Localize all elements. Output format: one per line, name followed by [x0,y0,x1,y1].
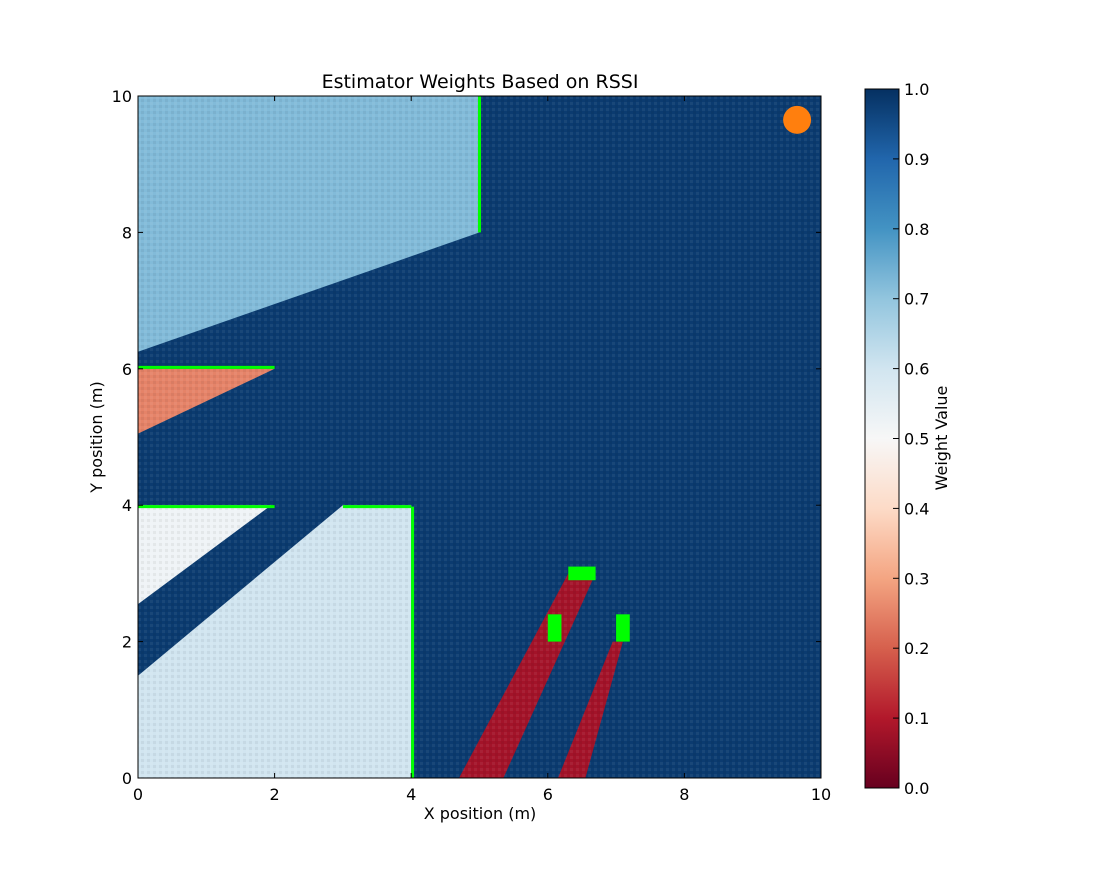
transmitter-marker [783,105,812,134]
y-tick-label: 10 [112,87,132,106]
colorbar-tick-label: 0.8 [904,220,929,239]
colorbar-tick-label: 0.4 [904,499,929,518]
y-tick-label: 4 [122,496,132,515]
colorbar-tick-label: 0.2 [904,639,929,658]
x-tick-label: 0 [133,785,143,804]
y-axis-title: Y position (m) [87,381,106,493]
y-tick-label: 8 [122,223,132,242]
colorbar-tick-label: 1.0 [904,80,929,99]
colorbar-tick-label: 0.0 [904,779,929,798]
colorbar-tick-label: 0.7 [904,290,929,309]
y-tick-label: 0 [122,769,132,788]
y-tick-label: 6 [122,360,132,379]
wall-block-2 [547,614,562,642]
x-tick-label: 4 [406,785,416,804]
x-tick-label: 8 [679,785,689,804]
colorbar-tick-label: 0.6 [904,360,929,379]
y-tick-label: 2 [122,633,132,652]
colorbar-tick-label: 0.3 [904,569,929,588]
colorbar-tick-label: 0.1 [904,709,929,728]
plot-frame [137,95,822,779]
x-tick-label: 6 [543,785,553,804]
x-tick-label: 2 [270,785,280,804]
wall-block-1 [568,566,596,581]
wall-block-3 [616,614,630,642]
plot-area [138,96,821,778]
x-tick-label: 10 [811,785,831,804]
colorbar-tick-label: 0.5 [904,430,929,449]
chart-title: Estimator Weights Based on RSSI [322,71,639,93]
x-axis-title: X position (m) [424,804,537,823]
colorbar-label: Weight Value [932,386,951,491]
colorbar-tick-label: 0.9 [904,150,929,169]
